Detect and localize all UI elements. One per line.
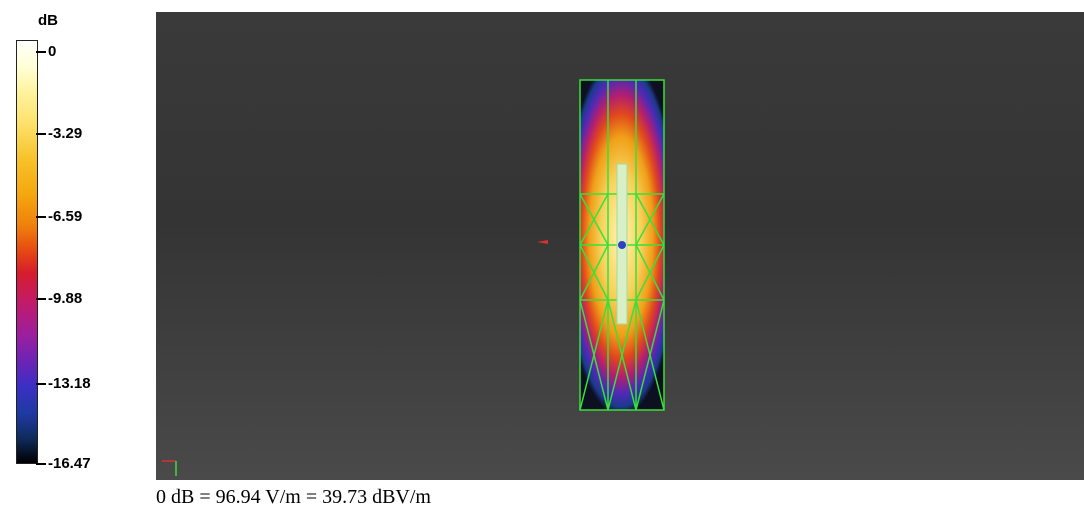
colorbar-tick [36,51,46,53]
mesh-grid [579,79,665,411]
field-distribution-plot [162,79,665,476]
field-view-3d[interactable] [156,12,1084,480]
colorbar-tick-label: -6.59 [48,208,83,225]
colorbar-tick [36,463,46,465]
colorbar-unit-label: dB [38,12,58,29]
colorbar-gradient [16,40,38,464]
colorbar-tick [36,216,46,218]
colorbar-tick-label: -13.18 [48,375,91,392]
colorbar-tick-label: -3.29 [48,125,83,142]
feed-point [618,241,626,249]
colorbar-tick [36,383,46,385]
axis-triad-icon [162,460,177,476]
colorbar-tick [36,133,46,135]
colorbar-tick [36,298,46,300]
reference-level-caption: 0 dB = 96.94 V/m = 39.73 dBV/m [156,486,431,508]
reference-marker [537,240,548,244]
colorbar-tick-label: -16.47 [48,455,91,472]
colorbar-tick-label: 0 [48,43,57,60]
colorbar-tick-label: -9.88 [48,290,83,307]
